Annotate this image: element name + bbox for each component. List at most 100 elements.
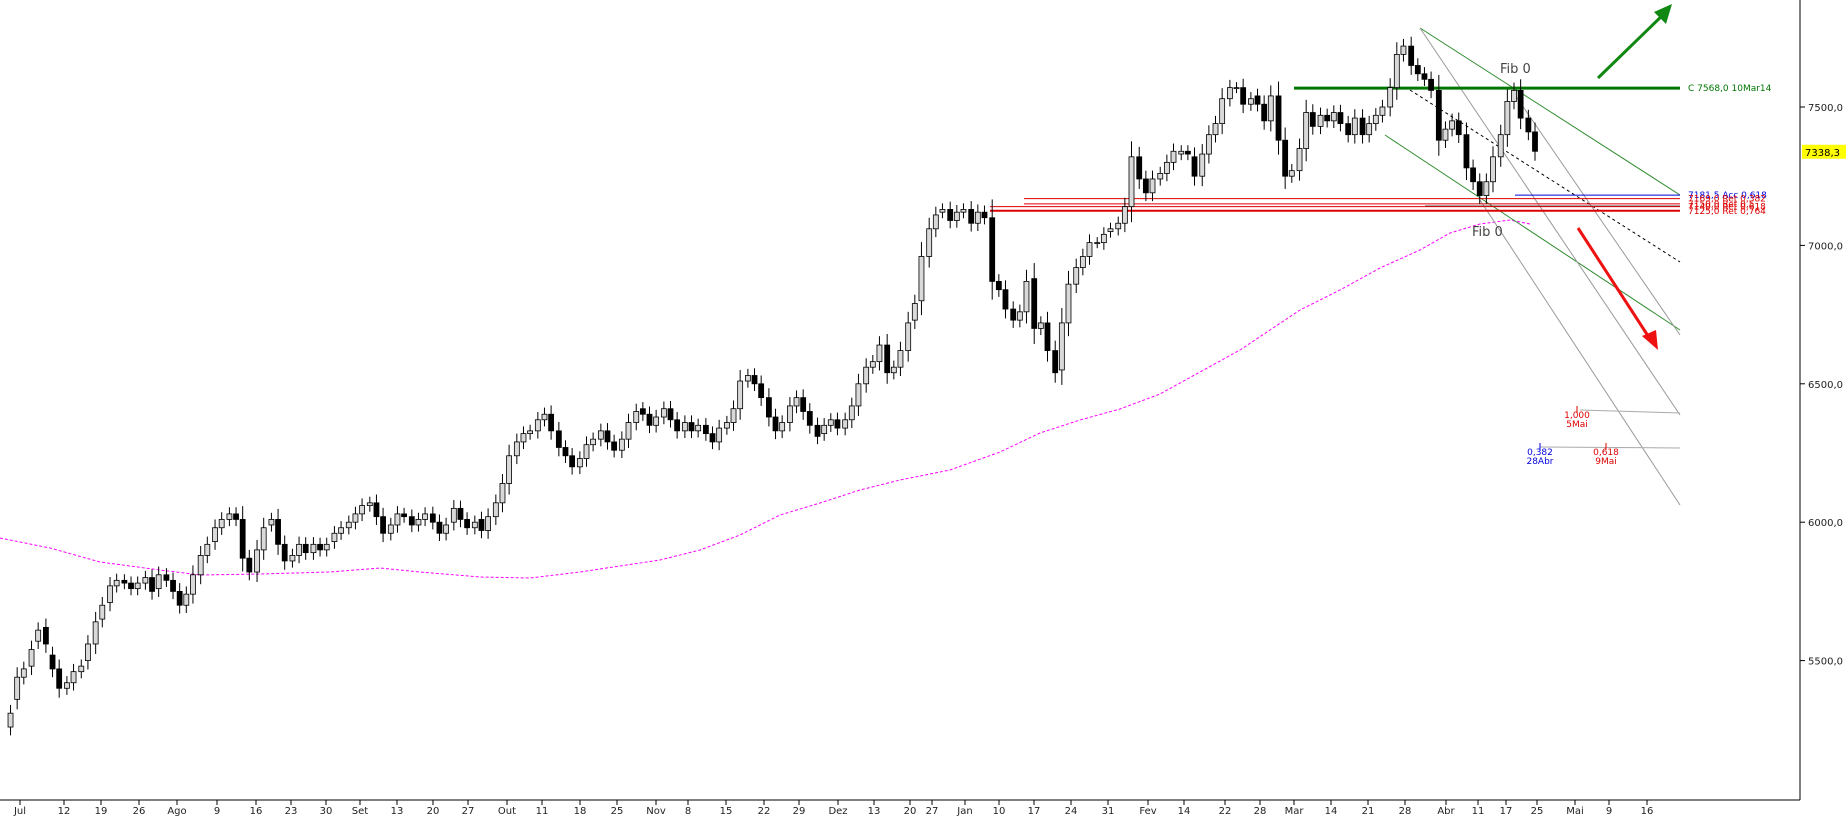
candle-body	[1205, 134, 1212, 155]
candle-body	[1337, 112, 1344, 125]
candle-body	[331, 532, 338, 542]
candle-body	[1504, 101, 1511, 136]
candle-body	[1379, 106, 1386, 116]
candle-body	[1184, 150, 1191, 155]
candle-body	[1366, 123, 1373, 136]
y-tick-label: 7000,0	[1808, 241, 1843, 252]
candle-body	[260, 527, 267, 551]
level-label: 7150,0 Ret 0,5	[1688, 200, 1754, 210]
green-channel-upper	[1419, 27, 1681, 196]
candle-body	[1261, 103, 1268, 122]
time-fib-ratio: 0,618	[1593, 448, 1619, 458]
x-tick-label: 24	[1065, 806, 1078, 817]
arrows-layer	[1576, 4, 1672, 350]
x-tick-label: Fev	[1139, 806, 1156, 817]
candle-body	[366, 502, 373, 506]
x-tick-label: 29	[793, 806, 806, 817]
candle-body	[1115, 222, 1122, 230]
candle-body	[723, 422, 730, 429]
y-tick-label: 6500,0	[1808, 380, 1843, 391]
x-tick-label: 20	[904, 806, 917, 817]
candle-body	[128, 582, 134, 590]
x-tick-label: 31	[1102, 806, 1115, 817]
candle-body	[197, 555, 204, 576]
fan-line-1	[1419, 27, 1681, 416]
candle-body	[338, 527, 344, 534]
candle-body	[974, 211, 981, 224]
level-label: 7169,0 Ret 0,382	[1688, 195, 1766, 205]
candle-body	[1303, 112, 1310, 149]
x-tick-label: Mai	[1566, 806, 1584, 817]
candle-body	[800, 397, 807, 412]
candle-body	[1309, 112, 1316, 127]
time-fib-line-1	[1579, 409, 1681, 414]
candle-body	[653, 416, 660, 426]
candle-body	[932, 214, 939, 230]
time-fib-date: 28Abr	[1526, 457, 1553, 467]
candle-body	[1010, 308, 1017, 321]
x-tick-label: Set	[352, 806, 369, 817]
candle-body	[848, 405, 855, 421]
fan-line-2	[1479, 199, 1681, 506]
x-tick-label: Dez	[828, 806, 847, 817]
x-tick-label: 22	[1219, 806, 1232, 817]
candle-body	[1517, 89, 1524, 119]
x-tick-label: Nov	[646, 806, 666, 817]
candle-body	[814, 424, 821, 437]
candle-body	[401, 513, 407, 518]
candle-body	[772, 416, 779, 432]
candle-body	[695, 424, 702, 432]
candle-body	[876, 344, 883, 363]
candle-body	[1199, 153, 1206, 177]
x-tick-label: 19	[95, 806, 108, 817]
candle-body	[1317, 114, 1324, 127]
candle-body	[981, 211, 988, 219]
candle-body	[254, 549, 260, 573]
candle-body	[1497, 134, 1504, 158]
candle-body	[1490, 156, 1496, 183]
candle-body	[20, 668, 27, 678]
candle-body	[709, 433, 716, 443]
candle-body	[1044, 322, 1051, 351]
candle-body	[1052, 350, 1059, 374]
candle-body	[1240, 87, 1247, 105]
candle-body	[289, 555, 296, 562]
candle-body	[1212, 123, 1219, 136]
level-label: 7125,0 Ret 0,764	[1688, 207, 1766, 217]
candle-body	[597, 430, 604, 440]
candle-body	[1408, 45, 1415, 66]
x-tick-label: 21	[1362, 806, 1375, 817]
candle-body	[1065, 283, 1072, 324]
candle-body	[170, 579, 176, 592]
candle-body	[1476, 181, 1483, 196]
candle-body	[1086, 242, 1093, 257]
candle-body	[604, 430, 611, 443]
candle-body	[674, 419, 681, 432]
x-tick-label: 30	[320, 806, 333, 817]
candle-body	[1233, 87, 1240, 90]
candle-body	[436, 521, 443, 534]
candle-body	[534, 419, 541, 432]
x-tick-label: 10	[993, 806, 1006, 817]
candle-body	[310, 543, 317, 554]
candle-body	[478, 519, 485, 531]
candle-body	[751, 375, 758, 385]
candle-body	[471, 521, 478, 529]
candle-body	[1149, 178, 1156, 194]
time-fib-date: 9Mai	[1595, 457, 1617, 467]
candle-body	[968, 209, 975, 224]
candle-body	[1449, 120, 1455, 130]
last-price-label: 7338,3	[1805, 148, 1840, 159]
dashed-trendline	[1409, 89, 1681, 263]
candle-body	[107, 585, 113, 603]
candle-body	[464, 519, 470, 529]
candle-body	[204, 543, 211, 556]
candle-body	[239, 519, 246, 559]
x-tick-label: 25	[611, 806, 624, 817]
fib-bottom-label: Fib 0	[1472, 225, 1503, 240]
candle-body	[317, 543, 323, 551]
candle-body	[443, 524, 449, 534]
moving-average-layer	[0, 219, 1531, 579]
candle-body	[541, 413, 548, 421]
time-fib-ratio: 1,000	[1564, 411, 1590, 421]
